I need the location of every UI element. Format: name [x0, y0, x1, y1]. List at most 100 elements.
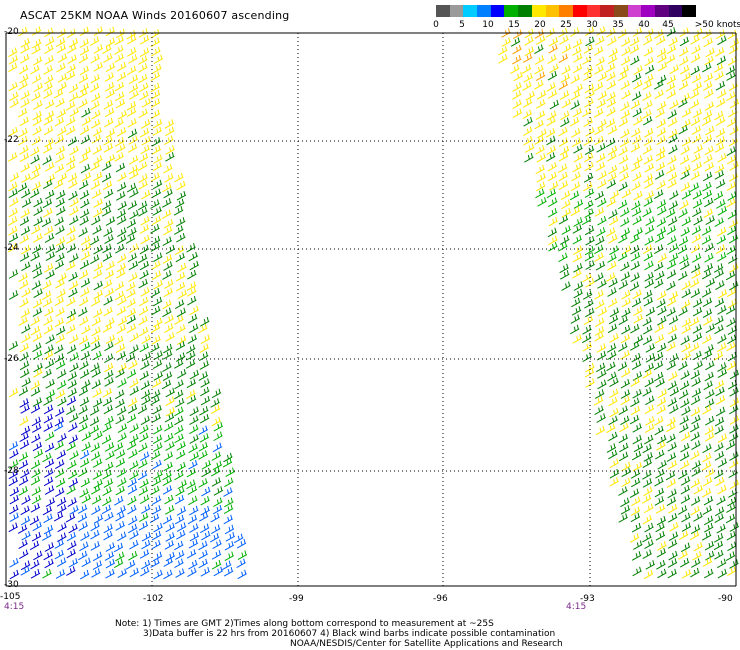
wind-barb	[633, 313, 643, 324]
wind-barb	[114, 118, 124, 128]
wind-barb	[607, 261, 617, 271]
wind-barb	[631, 91, 642, 101]
wind-barb	[91, 505, 101, 516]
wind-barb	[31, 26, 42, 36]
wind-barb	[141, 531, 152, 542]
wind-barb	[692, 199, 703, 209]
wind-barb	[153, 371, 164, 381]
wind-barb	[91, 92, 101, 103]
wind-barb	[129, 188, 139, 198]
wind-barb	[691, 125, 702, 135]
wind-barb	[128, 449, 138, 459]
wind-barb	[619, 65, 630, 75]
wind-barb	[645, 353, 656, 363]
wind-barb	[105, 261, 115, 271]
wind-barb	[54, 539, 65, 549]
wind-barb	[162, 270, 172, 280]
wind-barb	[164, 173, 174, 183]
wind-barb	[608, 234, 618, 244]
wind-barb	[42, 368, 52, 379]
wind-barb	[572, 224, 583, 234]
wind-barb	[18, 452, 29, 462]
wind-barb	[32, 298, 43, 309]
wind-barb	[210, 404, 221, 414]
wind-barb	[200, 378, 210, 388]
wind-barb	[162, 254, 173, 264]
wind-barb	[127, 227, 137, 237]
wind-barb	[30, 559, 40, 570]
wind-barb	[630, 506, 641, 516]
wind-barb	[81, 324, 91, 335]
wind-barb	[199, 523, 210, 534]
wind-barb	[186, 479, 196, 490]
wind-barb	[32, 269, 43, 279]
wind-barb	[20, 54, 30, 64]
wind-barb	[32, 350, 43, 360]
wind-barb	[20, 44, 30, 54]
wind-barb	[523, 73, 533, 83]
wind-barb	[715, 136, 726, 146]
wind-barb	[68, 38, 79, 48]
wind-barb	[620, 395, 631, 406]
wind-barb	[149, 513, 160, 524]
wind-barb	[162, 225, 173, 236]
wind-barb	[571, 137, 582, 148]
wind-barb	[668, 200, 679, 211]
legend-swatch	[531, 5, 546, 17]
wind-barb	[657, 206, 667, 216]
wind-barb	[68, 272, 78, 282]
wind-barb	[101, 504, 112, 515]
wind-barb	[8, 226, 18, 236]
wind-barb	[69, 413, 79, 423]
wind-barb	[92, 145, 103, 155]
legend-swatch	[572, 5, 587, 17]
wind-barb	[18, 127, 28, 138]
wind-barb	[558, 151, 569, 162]
wind-barb	[522, 53, 533, 63]
wind-barb	[643, 173, 654, 183]
wind-barb	[104, 461, 114, 472]
wind-barb	[725, 440, 736, 451]
wind-barb	[729, 280, 739, 291]
wind-barb	[594, 326, 605, 336]
wind-barb	[162, 514, 173, 525]
wind-barb	[570, 314, 581, 324]
wind-barb	[176, 522, 187, 532]
wind-barb	[561, 207, 572, 218]
wind-barb	[55, 97, 65, 108]
wind-barb	[162, 485, 173, 495]
wind-barb	[44, 27, 54, 38]
wind-barb	[57, 53, 68, 63]
wind-barb	[138, 486, 149, 496]
wind-barb	[701, 487, 712, 498]
wind-barb	[681, 569, 692, 579]
wind-barb	[78, 227, 88, 237]
wind-barb	[18, 476, 29, 486]
wind-barb	[9, 449, 19, 459]
wind-barb	[223, 514, 233, 525]
wind-barb	[510, 37, 521, 47]
wind-barb	[620, 389, 631, 399]
wind-barb	[116, 468, 127, 478]
wind-barb	[186, 281, 197, 291]
legend-swatch	[627, 5, 642, 17]
wind-barb	[103, 227, 113, 237]
wind-barb-layer	[7, 26, 740, 580]
wind-barb	[594, 252, 604, 262]
wind-barb	[116, 127, 127, 137]
wind-barb	[152, 64, 162, 74]
wind-barb	[655, 270, 665, 281]
wind-barb	[729, 369, 740, 380]
wind-barb	[127, 47, 137, 57]
wind-barb	[632, 289, 642, 300]
legend-swatch	[436, 5, 450, 17]
wind-barb	[667, 155, 677, 165]
wind-barb	[680, 182, 691, 192]
wind-barb	[174, 514, 185, 525]
wind-barb	[79, 541, 89, 552]
wind-barb	[165, 406, 176, 417]
wind-barb	[548, 197, 558, 208]
wind-barb	[189, 369, 200, 380]
wind-barb	[8, 233, 19, 243]
wind-barb	[561, 98, 572, 109]
